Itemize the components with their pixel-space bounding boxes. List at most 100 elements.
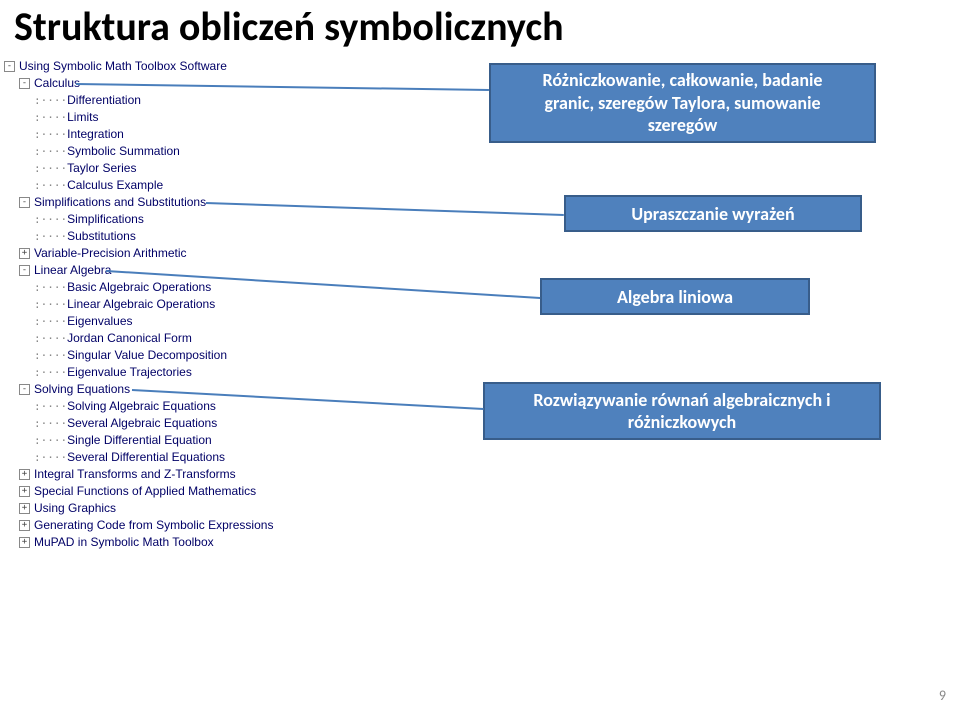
tree-item[interactable]: : ···· Limits xyxy=(4,109,273,126)
tree-item-label: Eigenvalues xyxy=(67,313,132,330)
expand-icon[interactable]: + xyxy=(19,486,30,497)
tree-item-label: Several Differential Equations xyxy=(67,449,225,466)
tree-leaf-dots: ···· xyxy=(41,228,68,245)
tree-branch-dots: : xyxy=(34,330,41,347)
expand-icon[interactable]: + xyxy=(19,520,30,531)
tree-item-label: Basic Algebraic Operations xyxy=(67,279,211,296)
tree-item-label: Calculus xyxy=(34,75,80,92)
tree-item[interactable]: : ···· Simplifications xyxy=(4,211,273,228)
tree-leaf-dots: ···· xyxy=(41,415,68,432)
tree-item[interactable]: : ···· Singular Value Decomposition xyxy=(4,347,273,364)
expand-icon[interactable]: + xyxy=(19,537,30,548)
tree-item[interactable]: + Generating Code from Symbolic Expressi… xyxy=(4,517,273,534)
tree-item[interactable]: : ···· Taylor Series xyxy=(4,160,273,177)
tree-item-label: Variable-Precision Arithmetic xyxy=(34,245,187,262)
tree-item-label: Simplifications and Substitutions xyxy=(34,194,206,211)
tree-item[interactable]: : ···· Substitutions xyxy=(4,228,273,245)
callout-solve: Rozwiązywanie równań algebraicznych iróż… xyxy=(483,382,881,440)
tree-item[interactable]: : ···· Integration xyxy=(4,126,273,143)
tree-item-label: Special Functions of Applied Mathematics xyxy=(34,483,256,500)
tree-item[interactable]: + Variable-Precision Arithmetic xyxy=(4,245,273,262)
tree-leaf-dots: ···· xyxy=(41,364,68,381)
tree-branch-dots: : xyxy=(34,92,41,109)
tree-leaf-dots: ···· xyxy=(41,160,68,177)
tree-item-label: Limits xyxy=(67,109,98,126)
tree-item[interactable]: + Integral Transforms and Z-Transforms xyxy=(4,466,273,483)
tree-leaf-dots: ···· xyxy=(41,92,68,109)
callout-line: Algebra liniowa xyxy=(617,286,733,308)
tree-item[interactable]: : ···· Solving Algebraic Equations xyxy=(4,398,273,415)
tree-item[interactable]: - Linear Algebra xyxy=(4,262,273,279)
collapse-icon[interactable]: - xyxy=(19,197,30,208)
page-number: 9 xyxy=(939,687,946,704)
callout-line: Rozwiązywanie równań algebraicznych i xyxy=(533,389,830,412)
tree-leaf-dots: ···· xyxy=(41,109,68,126)
expand-icon[interactable]: + xyxy=(19,503,30,514)
tree-item-label: Integral Transforms and Z-Transforms xyxy=(34,466,236,483)
tree-item-label: Several Algebraic Equations xyxy=(67,415,217,432)
tree-branch-dots: : xyxy=(34,347,41,364)
tree-branch-dots: : xyxy=(34,415,41,432)
tree-item[interactable]: : ···· Differentiation xyxy=(4,92,273,109)
tree-branch-dots: : xyxy=(34,177,41,194)
collapse-icon[interactable]: - xyxy=(19,265,30,276)
tree-leaf-dots: ···· xyxy=(41,296,68,313)
tree-branch-dots: : xyxy=(34,364,41,381)
tree-item[interactable]: : ···· Basic Algebraic Operations xyxy=(4,279,273,296)
tree-item[interactable]: : ···· Jordan Canonical Form xyxy=(4,330,273,347)
tree-item-label: Calculus Example xyxy=(67,177,163,194)
tree-branch-dots: : xyxy=(34,313,41,330)
tree-item-label: Simplifications xyxy=(67,211,144,228)
tree-item[interactable]: : ···· Symbolic Summation xyxy=(4,143,273,160)
tree-branch-dots: : xyxy=(34,449,41,466)
tree-item-label: Linear Algebra xyxy=(34,262,111,279)
tree-leaf-dots: ···· xyxy=(41,330,68,347)
tree-item[interactable]: : ···· Linear Algebraic Operations xyxy=(4,296,273,313)
tree-item-label: MuPAD in Symbolic Math Toolbox xyxy=(34,534,214,551)
expand-icon[interactable]: + xyxy=(19,469,30,480)
tree-item[interactable]: : ···· Calculus Example xyxy=(4,177,273,194)
tree-item-label: Jordan Canonical Form xyxy=(67,330,192,347)
topic-tree: - Using Symbolic Math Toolbox Software - … xyxy=(4,58,273,551)
tree-item[interactable]: : ···· Single Differential Equation xyxy=(4,432,273,449)
callout-line: szeregów xyxy=(648,114,718,137)
tree-item[interactable]: : ···· Eigenvalues xyxy=(4,313,273,330)
tree-leaf-dots: ···· xyxy=(41,177,68,194)
callout-line: Różniczkowanie, całkowanie, badanie xyxy=(543,69,823,92)
tree-item[interactable]: + MuPAD in Symbolic Math Toolbox xyxy=(4,534,273,551)
collapse-icon[interactable]: - xyxy=(19,384,30,395)
expand-icon[interactable]: + xyxy=(19,248,30,259)
tree-item-label: Substitutions xyxy=(67,228,136,245)
tree-item-label: Solving Algebraic Equations xyxy=(67,398,216,415)
tree-item-label: Differentiation xyxy=(67,92,141,109)
tree-leaf-dots: ···· xyxy=(41,449,68,466)
callout-line: Upraszczanie wyrażeń xyxy=(631,203,794,225)
tree-leaf-dots: ···· xyxy=(41,432,68,449)
tree-item-label: Solving Equations xyxy=(34,381,130,398)
tree-leaf-dots: ···· xyxy=(41,313,68,330)
tree-item[interactable]: + Special Functions of Applied Mathemati… xyxy=(4,483,273,500)
tree-item-label: Single Differential Equation xyxy=(67,432,212,449)
tree-branch-dots: : xyxy=(34,126,41,143)
tree-leaf-dots: ···· xyxy=(41,211,68,228)
callout-simplify: Upraszczanie wyrażeń xyxy=(564,195,862,232)
tree-item-label: Singular Value Decomposition xyxy=(67,347,227,364)
tree-item[interactable]: : ···· Several Differential Equations xyxy=(4,449,273,466)
collapse-icon[interactable]: - xyxy=(4,61,15,72)
tree-item[interactable]: : ···· Several Algebraic Equations xyxy=(4,415,273,432)
collapse-icon[interactable]: - xyxy=(19,78,30,89)
tree-item-label: Eigenvalue Trajectories xyxy=(67,364,192,381)
tree-leaf-dots: ···· xyxy=(41,398,68,415)
tree-item-label: Integration xyxy=(67,126,124,143)
tree-leaf-dots: ···· xyxy=(41,347,68,364)
page-title: Struktura obliczeń symbolicznych xyxy=(14,2,564,51)
tree-item[interactable]: - Using Symbolic Math Toolbox Software xyxy=(4,58,273,75)
callout-line: granic, szeregów Taylora, sumowanie xyxy=(544,92,820,115)
tree-item-label: Linear Algebraic Operations xyxy=(67,296,215,313)
tree-item[interactable]: : ···· Eigenvalue Trajectories xyxy=(4,364,273,381)
tree-item-label: Taylor Series xyxy=(67,160,136,177)
callout-calculus: Różniczkowanie, całkowanie, badaniegrani… xyxy=(489,63,876,143)
tree-item-label: Symbolic Summation xyxy=(67,143,180,160)
tree-branch-dots: : xyxy=(34,279,41,296)
tree-item[interactable]: + Using Graphics xyxy=(4,500,273,517)
